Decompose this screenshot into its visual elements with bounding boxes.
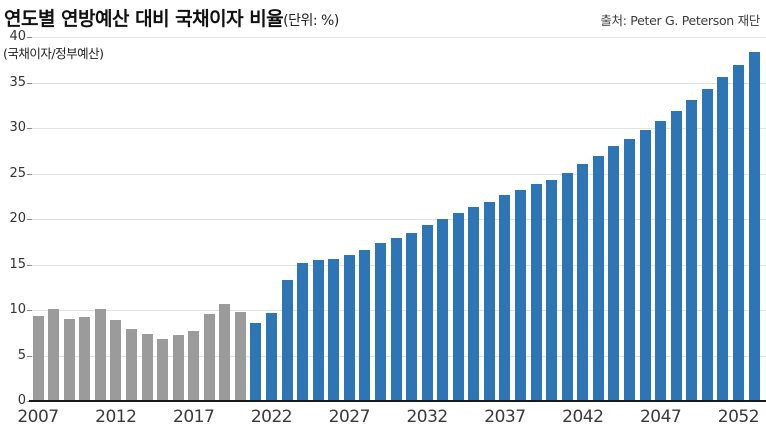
bar-projected-2025 xyxy=(312,260,324,400)
gridline-40 xyxy=(30,37,766,38)
bar-projected-2022 xyxy=(266,313,277,400)
bar-projected-2043 xyxy=(592,156,604,400)
bar-historical-2020 xyxy=(234,312,246,400)
bar-projected-2036 xyxy=(483,202,495,400)
bar-projected-2046 xyxy=(639,130,651,400)
bar-projected-2028 xyxy=(359,250,371,400)
bar-projected-2053 xyxy=(748,52,760,400)
bar-projected-2049 xyxy=(686,100,698,400)
y-tick-10 xyxy=(27,310,32,311)
x-axis-label-2007: 2007 xyxy=(17,407,59,427)
y-axis-label-35: 35 xyxy=(9,74,26,90)
page-title: 연도별 연방예산 대비 국채이자 비율 xyxy=(4,8,284,30)
bar-historical-2007 xyxy=(32,316,44,400)
x-axis-label-2032: 2032 xyxy=(406,407,448,427)
bar-projected-2042 xyxy=(577,164,589,400)
x-axis-label-2012: 2012 xyxy=(95,407,137,427)
title-row: 연도별 연방예산 대비 국채이자 비율(단위: %) xyxy=(4,4,762,31)
bar-projected-2026 xyxy=(328,259,340,400)
source-credit: 출처: Peter G. Peterson 재단 xyxy=(600,13,760,28)
bar-projected-2033 xyxy=(437,219,449,400)
bar-projected-2047 xyxy=(655,121,667,400)
x-axis-label-2037: 2037 xyxy=(484,407,526,427)
x-axis-label-2017: 2017 xyxy=(173,407,215,427)
y-tick-35 xyxy=(27,82,32,84)
bar-projected-2038 xyxy=(515,190,526,400)
bar-projected-2040 xyxy=(546,180,558,400)
x-axis-line xyxy=(29,400,766,402)
bar-historical-2017 xyxy=(188,331,200,400)
x-axis-label-2022: 2022 xyxy=(250,407,293,427)
y-axis-label-15: 15 xyxy=(9,256,26,272)
bar-projected-2031 xyxy=(406,233,418,400)
bar-projected-2044 xyxy=(608,146,620,400)
bar-projected-2039 xyxy=(530,184,542,400)
y-tick-20 xyxy=(27,219,32,220)
bar-projected-2024 xyxy=(297,263,309,400)
x-axis-label-2052: 2052 xyxy=(717,407,760,427)
y-axis-label-25: 25 xyxy=(9,165,26,181)
x-axis-label-2042: 2042 xyxy=(562,407,604,427)
bar-projected-2051 xyxy=(717,77,729,400)
bar-projected-2032 xyxy=(421,225,433,400)
bar-projected-2030 xyxy=(390,238,402,400)
bar-projected-2037 xyxy=(499,195,511,400)
bar-projected-2027 xyxy=(343,255,355,400)
y-axis-label-40: 40 xyxy=(9,29,26,44)
bar-projected-2050 xyxy=(701,89,713,400)
bar-projected-2029 xyxy=(374,243,386,400)
bar-historical-2016 xyxy=(172,335,184,400)
bar-historical-2013 xyxy=(125,329,137,400)
bar-projected-2052 xyxy=(732,65,744,400)
bar-projected-2023 xyxy=(281,280,293,400)
y-tick-5 xyxy=(27,355,32,357)
y-tick-15 xyxy=(27,264,32,266)
y-tick-40 xyxy=(27,37,32,38)
gridline-20 xyxy=(30,219,766,220)
unit-label: (단위: %) xyxy=(283,13,339,29)
gridline-25 xyxy=(30,173,766,175)
bar-projected-2045 xyxy=(624,139,635,400)
y-axis-note: (국채이자/정부예산) xyxy=(3,43,104,62)
y-axis-label-0: 0 xyxy=(17,393,26,408)
bar-projected-2041 xyxy=(561,173,573,400)
bar-projected-2048 xyxy=(670,111,682,400)
bar-historical-2010 xyxy=(79,317,91,400)
bar-historical-2019 xyxy=(219,304,231,400)
bar-historical-2014 xyxy=(141,334,153,400)
y-tick-25 xyxy=(27,173,32,175)
bar-historical-2008 xyxy=(48,309,60,400)
bar-historical-2011 xyxy=(94,309,106,400)
y-axis-label-20: 20 xyxy=(9,211,26,226)
bar-historical-2012 xyxy=(110,320,122,400)
bar-historical-2015 xyxy=(157,339,168,400)
y-axis-label-5: 5 xyxy=(17,347,26,363)
bar-projected-2021 xyxy=(250,323,262,400)
bar-historical-2018 xyxy=(203,314,215,400)
y-axis-label-10: 10 xyxy=(9,302,26,317)
y-axis-label-30: 30 xyxy=(9,120,26,135)
gridline-35 xyxy=(30,82,766,84)
bar-historical-2009 xyxy=(63,319,75,400)
bar-projected-2034 xyxy=(452,213,464,400)
y-tick-30 xyxy=(27,128,32,129)
bar-projected-2035 xyxy=(468,207,480,400)
x-axis-label-2047: 2047 xyxy=(639,407,682,427)
x-axis-label-2027: 2027 xyxy=(328,407,371,427)
gridline-30 xyxy=(30,128,766,129)
